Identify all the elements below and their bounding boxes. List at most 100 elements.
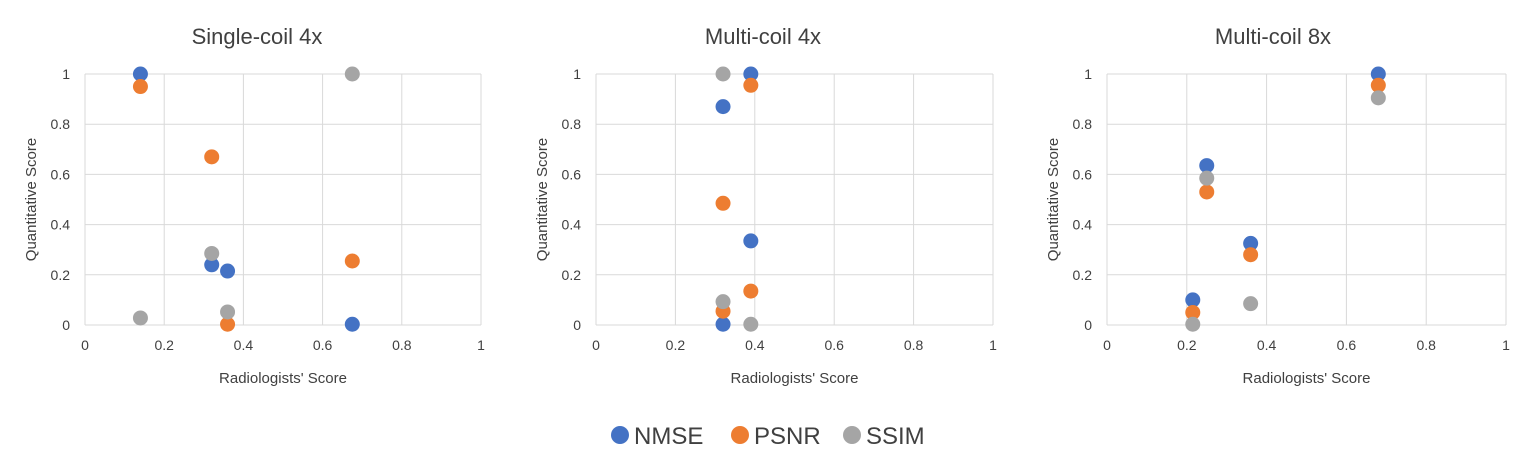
y-tick-label: 0.8 xyxy=(562,116,582,132)
x-axis-label: Radiologists' Score xyxy=(731,370,859,387)
y-axis-label: Quantitative Score xyxy=(1045,138,1062,261)
legend-label: NMSE xyxy=(634,423,703,450)
data-point xyxy=(1243,296,1259,312)
series-psnr xyxy=(1185,77,1386,320)
y-tick-label: 1 xyxy=(62,66,70,82)
y-tick-label: 0 xyxy=(1084,317,1092,333)
x-tick-label: 0 xyxy=(81,337,89,353)
y-tick-label: 0.2 xyxy=(51,267,71,283)
y-tick-label: 0.6 xyxy=(562,166,582,182)
data-point xyxy=(715,195,731,211)
data-point xyxy=(204,149,220,165)
data-point xyxy=(1185,292,1201,308)
x-tick-label: 0 xyxy=(1103,337,1111,353)
x-tick-label: 1 xyxy=(477,337,485,353)
data-point xyxy=(715,316,731,332)
legend-item: SSIM xyxy=(843,423,925,450)
data-point xyxy=(1370,66,1386,82)
data-point xyxy=(132,79,148,95)
data-point xyxy=(1199,158,1215,174)
data-point xyxy=(1185,316,1201,332)
x-tick-label: 0.4 xyxy=(1257,337,1277,353)
y-tick-label: 0 xyxy=(573,317,581,333)
chart-title: Single-coil 4x xyxy=(192,24,323,49)
chart-panels: Single-coil 4x 0 0.2 0.4 0.6 0.8 1 0 0.2 0.4 0.6 0.… xyxy=(23,24,1510,387)
chart-panel: Single-coil 4x 0 0.2 0.4 0.6 0.8 1 0 0.2 0.4 0.6 0.… xyxy=(23,24,485,387)
y-tick-label: 0 xyxy=(62,317,70,333)
y-tick-label: 1 xyxy=(1084,66,1092,82)
data-point xyxy=(743,233,759,249)
x-tick-label: 0.2 xyxy=(154,337,174,353)
data-point xyxy=(1199,170,1215,186)
legend-marker-icon xyxy=(843,426,861,444)
data-point xyxy=(220,263,236,279)
y-axis-label: Quantitative Score xyxy=(23,138,40,261)
series-ssim xyxy=(132,66,360,326)
data-point xyxy=(344,66,360,82)
y-tick-label: 0.6 xyxy=(1073,166,1093,182)
y-tick-label: 0.4 xyxy=(1073,217,1093,233)
data-point xyxy=(743,66,759,82)
series-ssim xyxy=(1185,90,1386,332)
data-point xyxy=(204,245,220,261)
series-nmse xyxy=(715,66,759,332)
data-point xyxy=(1243,247,1259,263)
series-nmse xyxy=(1185,66,1386,308)
data-point xyxy=(743,283,759,299)
legend-marker-icon xyxy=(731,426,749,444)
data-point xyxy=(743,77,759,93)
x-axis-label: Radiologists' Score xyxy=(1243,370,1371,387)
y-tick-label: 0.4 xyxy=(51,217,71,233)
y-tick-label: 0.8 xyxy=(1073,116,1093,132)
x-tick-label: 0.4 xyxy=(234,337,254,353)
data-point xyxy=(132,66,148,82)
x-tick-label: 0.6 xyxy=(313,337,333,353)
y-tick-label: 0.2 xyxy=(562,267,582,283)
data-point xyxy=(1185,304,1201,320)
data-point xyxy=(1370,90,1386,106)
data-point xyxy=(344,253,360,269)
y-tick-label: 1 xyxy=(573,66,581,82)
chart-title: Multi-coil 8x xyxy=(1215,24,1331,49)
data-point xyxy=(1243,235,1259,251)
x-tick-label: 0.8 xyxy=(392,337,412,353)
x-axis-label: Radiologists' Score xyxy=(219,370,347,387)
x-tick-label: 1 xyxy=(1502,337,1510,353)
y-tick-label: 0.8 xyxy=(51,116,71,132)
data-point xyxy=(220,304,236,320)
y-axis-label: Quantitative Score xyxy=(534,138,551,261)
legend-item: PSNR xyxy=(731,423,821,450)
chart-panel: Multi-coil 8x 0 0.2 0.4 0.6 0.8 1 0 0.2 0.4 0.6 0.8… xyxy=(1045,24,1510,387)
data-point xyxy=(715,66,731,82)
data-point xyxy=(132,310,148,326)
y-tick-label: 0.4 xyxy=(562,217,582,233)
legend-label: PSNR xyxy=(754,423,821,450)
data-point xyxy=(1370,77,1386,93)
data-point xyxy=(1199,184,1215,200)
x-tick-label: 0.6 xyxy=(1337,337,1357,353)
data-point xyxy=(743,316,759,332)
series-psnr xyxy=(132,79,360,332)
legend-label: SSIM xyxy=(866,423,925,450)
series-ssim xyxy=(715,66,759,332)
x-tick-label: 0.8 xyxy=(1416,337,1436,353)
legend-item: NMSE xyxy=(611,423,703,450)
data-point xyxy=(715,99,731,115)
data-point xyxy=(204,257,220,273)
x-tick-label: 1 xyxy=(989,337,997,353)
data-point xyxy=(220,316,236,332)
legend: NMSE PSNR SSIM xyxy=(611,423,925,450)
chart-title: Multi-coil 4x xyxy=(705,24,821,49)
y-tick-label: 0.6 xyxy=(51,166,71,182)
x-tick-label: 0 xyxy=(592,337,600,353)
chart-panel: Multi-coil 4x 0 0.2 0.4 0.6 0.8 1 0 0.2 0.4 0.6 0.8… xyxy=(534,24,997,387)
x-tick-label: 0.2 xyxy=(666,337,686,353)
data-point xyxy=(715,294,731,310)
x-tick-label: 0.8 xyxy=(904,337,924,353)
y-tick-label: 0.2 xyxy=(1073,267,1093,283)
series-nmse xyxy=(132,66,360,332)
data-point xyxy=(344,316,360,332)
x-tick-label: 0.2 xyxy=(1177,337,1197,353)
x-tick-label: 0.6 xyxy=(824,337,844,353)
